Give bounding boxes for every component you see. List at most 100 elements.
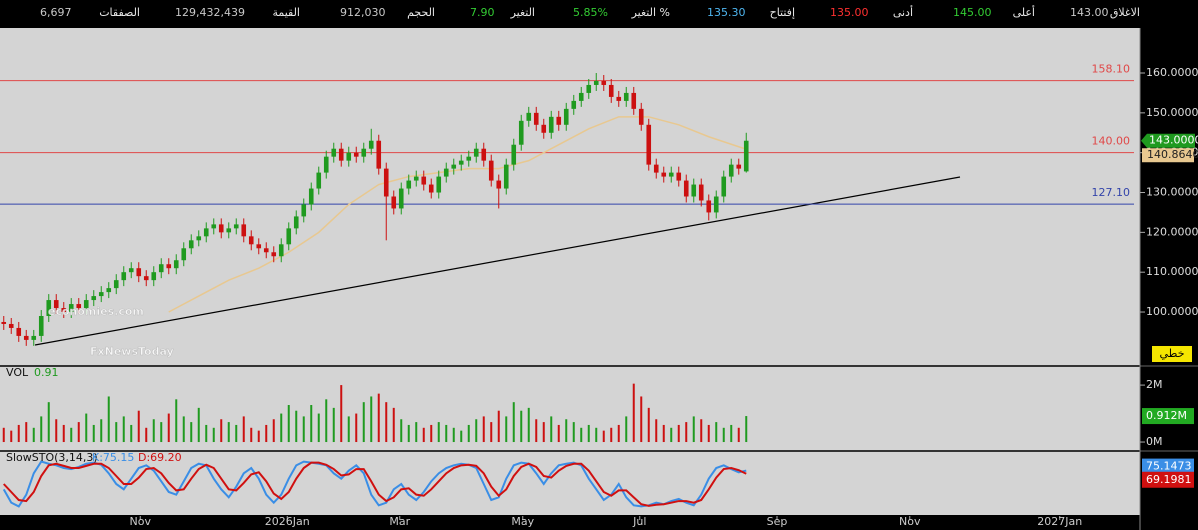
candle-body [346, 152, 352, 161]
candle-body [548, 116, 554, 133]
volume-bar [242, 416, 245, 443]
volume-bar [115, 422, 118, 443]
candle-body [413, 176, 419, 181]
candle-body [331, 148, 337, 157]
volume-bar [182, 416, 185, 443]
header-label: أدنى [893, 5, 913, 19]
candle-body [211, 224, 217, 229]
candle-body [676, 172, 682, 181]
candle-body [128, 268, 134, 273]
volume-bar [190, 422, 193, 443]
header-label: إفتتاح [770, 6, 795, 19]
volume-bar [302, 416, 305, 443]
candle-body [271, 252, 277, 257]
candle-body [593, 80, 599, 85]
y-tick-label: 100.0000 [1146, 305, 1198, 318]
volume-bar [595, 427, 598, 443]
volume-bar [400, 419, 403, 443]
stoch-d-line [3, 461, 747, 507]
candle-body [623, 92, 629, 101]
volume-bar [32, 427, 35, 443]
volume-bar [385, 402, 388, 443]
volume-bar [2, 427, 5, 443]
candle-body [136, 268, 142, 277]
volume-bar [325, 399, 328, 443]
ma-badge-label: 140.8640 [1147, 148, 1198, 161]
volume-bar [310, 405, 313, 443]
price-badge-label: 143.0000 [1149, 134, 1198, 147]
candle-body [376, 140, 382, 169]
x-tick-label: May [511, 515, 534, 528]
volume-bar [670, 427, 673, 443]
header-value: 6,697 [40, 6, 72, 19]
candle-body [263, 248, 269, 253]
volume-bar [347, 416, 350, 443]
volume-bar [557, 424, 560, 443]
volume-bar [137, 410, 140, 443]
candle-body [698, 184, 704, 201]
candle-body [16, 327, 22, 336]
candle-body [353, 152, 359, 157]
candle-body [188, 240, 194, 249]
stoch-badge-label: 69.1981 [1146, 473, 1192, 486]
candle-body [233, 224, 239, 229]
volume-bar [362, 402, 365, 443]
volume-bar [632, 383, 635, 443]
header-label: الصفقات [99, 6, 140, 19]
candle-body [23, 335, 29, 340]
volume-bar [602, 430, 605, 443]
candle-body [76, 304, 82, 309]
volume-bar [692, 416, 695, 443]
candle-body [526, 112, 532, 121]
volume-bar [512, 402, 515, 443]
volume-bar [17, 424, 20, 443]
volume-bar [662, 424, 665, 443]
header-value: 135.00 [830, 6, 869, 19]
volume-bar [497, 410, 500, 443]
candle-body [586, 84, 592, 93]
volume-bar [527, 407, 530, 443]
candle-body [458, 160, 464, 165]
volume-bar [640, 396, 643, 443]
volume-bar [235, 424, 238, 443]
candle-body [451, 164, 457, 169]
candle-body [121, 272, 127, 281]
volume-bar [272, 419, 275, 443]
candle-body [638, 108, 644, 125]
volume-bar [422, 427, 425, 443]
volume-bar [415, 422, 418, 443]
candle-body [736, 164, 742, 169]
candle-body [406, 180, 412, 189]
candle-body [323, 156, 329, 173]
scale-toggle[interactable] [1152, 346, 1192, 362]
volume-bar [715, 422, 718, 443]
volume-bar [25, 422, 28, 443]
header-value: 129,432,439 [175, 6, 245, 19]
candle-body [398, 188, 404, 209]
candle-body [166, 264, 172, 269]
volume-bar [467, 424, 470, 443]
candle-body [31, 335, 37, 340]
candle-body [511, 144, 517, 165]
x-tick-label: Mar [389, 515, 410, 528]
volume-bar [85, 413, 88, 443]
y-tick-label: 150.0000 [1146, 106, 1198, 119]
candle-body [563, 108, 569, 125]
candle-body [556, 116, 562, 125]
volume-bar [175, 399, 178, 443]
candle-body [646, 124, 652, 165]
candle-body [653, 164, 659, 173]
volume-bar [40, 416, 43, 443]
scale-toggle-label[interactable]: خطي [1160, 347, 1185, 360]
candle-body [1, 321, 7, 324]
volume-bar [437, 422, 440, 443]
volume-bar [572, 422, 575, 443]
candle-body [518, 120, 524, 145]
volume-bar [730, 424, 733, 443]
header-label: الحجم [407, 6, 435, 19]
volume-bar [122, 416, 125, 443]
candle-body [608, 84, 614, 97]
header-label: التغير [510, 6, 535, 19]
candle-body [443, 168, 449, 177]
volume-bar [160, 422, 163, 443]
